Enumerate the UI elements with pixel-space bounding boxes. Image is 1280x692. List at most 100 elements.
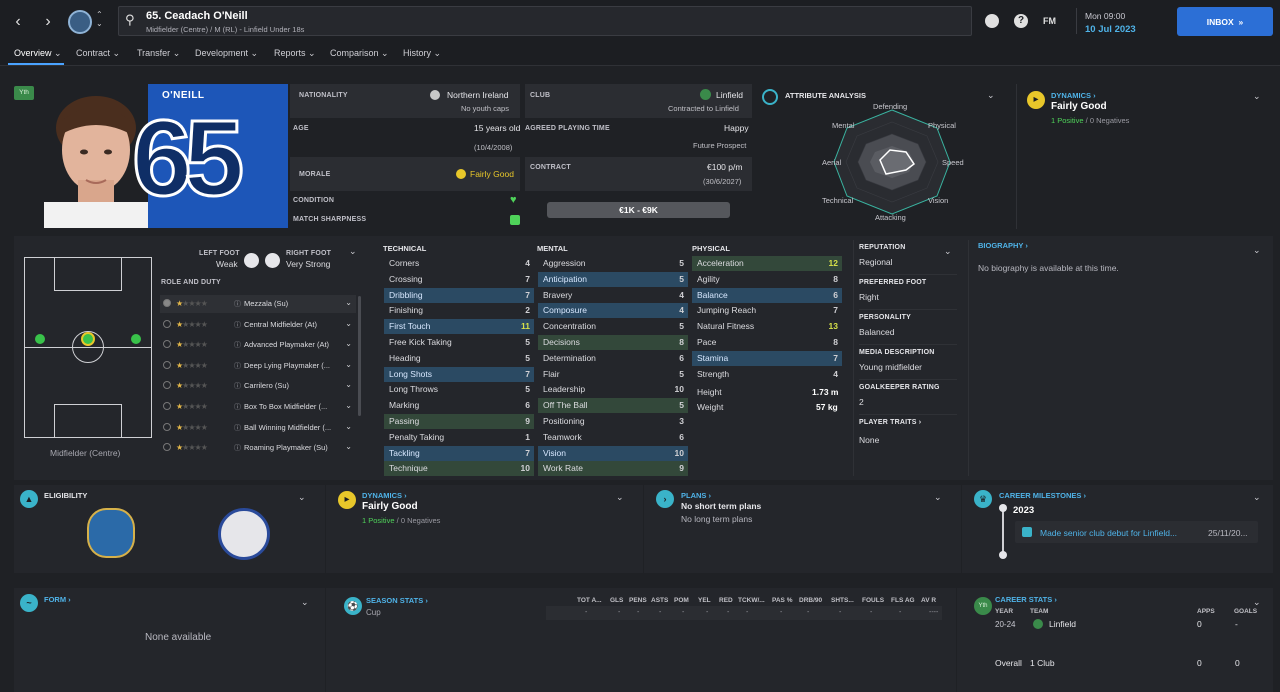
attribute-row[interactable]: Aggression 5 [538,256,688,271]
chevron-down-icon[interactable]: ⌄ [345,380,352,390]
role-radio[interactable] [163,360,171,369]
attribute-row[interactable]: Free Kick Taking 5 [384,335,534,350]
world-icon[interactable] [985,14,999,28]
career-stats-link[interactable]: CAREER STATS › [995,595,1057,604]
role-row[interactable]: ★★★★★ ⓘ Carrilero (Su) ⌄ [160,377,356,395]
attribute-row[interactable]: Anticipation 5 [538,271,688,287]
info-icon[interactable]: ⓘ [234,404,241,411]
attribute-row[interactable]: Heading 5 [384,351,534,366]
chevron-down-icon[interactable]: ⌄ [934,492,942,502]
attribute-row[interactable]: Penalty Taking 1 [384,430,534,445]
info-icon[interactable]: ⓘ [234,424,241,432]
season-stats-col[interactable]: PENS [629,597,647,604]
role-radio[interactable] [163,319,171,328]
club-crest-icon[interactable] [68,10,92,34]
chevron-down-icon[interactable]: ⌄ [345,318,352,328]
attribute-row[interactable]: Agility 8 [692,272,842,287]
attribute-row[interactable]: Stamina 7 [692,350,842,366]
attribute-row[interactable]: Work Rate 9 [538,461,688,477]
attribute-row[interactable]: Flair 5 [538,367,688,382]
info-icon[interactable]: ⓘ [234,321,241,329]
role-row[interactable]: ★★★★★ ⓘ Advanced Playmaker (At) ⌄ [160,336,356,354]
role-row[interactable]: ★★★★★ ⓘ Mezzala (Su) ⌄ [160,295,356,313]
attribute-row[interactable]: First Touch 11 [384,319,534,335]
season-stats-col[interactable]: PAS % [772,597,793,604]
attribute-row[interactable]: Long Throws 5 [384,382,534,397]
chevron-down-icon[interactable]: ⌄ [345,401,352,410]
season-stats-col[interactable]: TOT A... [577,597,602,604]
season-stats-col[interactable]: FLS AG [891,597,915,604]
season-stats-col[interactable]: FOULS [862,597,885,604]
chevron-down-icon[interactable]: ⌄ [1253,492,1261,502]
role-radio[interactable] [163,402,171,410]
attribute-row[interactable]: Acceleration 12 [692,256,842,271]
chevron-down-icon[interactable]: ⌄ [345,359,352,369]
attribute-row[interactable]: Corners 4 [384,256,534,271]
role-row[interactable]: ★★★★★ ⓘ Central Midfielder (At) ⌄ [160,316,356,334]
help-icon[interactable]: ? [1014,14,1028,28]
attribute-row[interactable]: Composure 4 [538,303,688,319]
attribute-row[interactable]: Positioning 3 [538,414,688,429]
attribute-row[interactable]: Teamwork 6 [538,430,688,445]
attribute-row[interactable]: Balance 6 [692,287,842,303]
role-radio[interactable] [163,299,171,307]
attribute-row[interactable]: Tackling 7 [384,445,534,461]
career-team[interactable]: Linfield [1049,619,1076,629]
chevron-down-icon[interactable]: ⌄ [1253,91,1261,101]
linfield-crest[interactable] [87,508,135,558]
role-radio[interactable] [163,381,171,390]
attribute-row[interactable]: Vision 10 [538,445,688,461]
career-milestones-link[interactable]: CAREER MILESTONES › [999,491,1086,500]
fm-menu-button[interactable]: FM [1043,16,1056,26]
attribute-row[interactable]: Leadership 10 [538,382,688,397]
roles-scrollbar[interactable] [358,296,361,416]
info-icon[interactable]: ⓘ [234,301,241,308]
tab-development[interactable]: Development ⌄ [195,48,258,59]
attribute-row[interactable]: Marking 6 [384,398,534,413]
attribute-row[interactable]: Natural Fitness 13 [692,319,842,334]
chevron-down-icon[interactable]: ⌄ [616,492,624,502]
role-radio[interactable] [163,422,171,431]
role-row[interactable]: ★★★★★ ⓘ Deep Lying Playmaker (... ⌄ [160,357,356,375]
attribute-row[interactable]: Technique 10 [384,461,534,477]
chevron-down-icon[interactable]: ⌄ [345,339,352,349]
info-icon[interactable]: ⓘ [234,362,241,370]
season-stats-col[interactable]: GLS [610,597,624,604]
nationality-value[interactable]: Northern Ireland [447,90,509,100]
season-stats-col[interactable]: SHTS... [831,597,854,604]
chevron-down-icon[interactable]: ⌄ [1253,245,1261,255]
attribute-row[interactable]: Concentration 5 [538,319,688,334]
season-stats-col[interactable]: RED [719,597,733,604]
chevron-down-icon[interactable]: ⌄ [1253,597,1261,607]
chevron-down-icon[interactable]: ⌄ [345,298,352,307]
season-stats-col[interactable]: TCKW/... [738,597,765,604]
season-stats-col[interactable]: YEL [698,597,711,604]
position-dot-mc[interactable] [81,332,95,346]
value-range-bar[interactable]: €1K - €9K [547,202,730,218]
role-radio[interactable] [163,340,171,349]
attribute-row[interactable]: Crossing 7 [384,272,534,287]
tab-comparison[interactable]: Comparison ⌄ [330,48,389,59]
chevron-down-icon[interactable]: ⌄ [349,246,357,256]
season-stats-col[interactable]: POM [674,597,689,604]
attribute-row[interactable]: Dribbling 7 [384,287,534,303]
chevron-down-icon[interactable]: ⌄ [987,90,995,100]
info-icon[interactable]: ⓘ [234,445,241,453]
attribute-row[interactable]: Off The Ball 5 [538,398,688,414]
attribute-row[interactable]: Decisions 8 [538,335,688,350]
attribute-row[interactable]: Pace 8 [692,335,842,350]
chevron-down-icon[interactable]: ⌄ [345,421,352,431]
morale-value[interactable]: Fairly Good [470,169,514,179]
season-stats-col[interactable]: AV R [921,597,937,604]
chevron-down-icon[interactable]: ⌄ [345,442,352,452]
biography-link[interactable]: BIOGRAPHY › [978,241,1028,250]
info-icon[interactable]: ⓘ [234,342,241,350]
milestone-item[interactable] [1015,521,1258,543]
form-link[interactable]: FORM › [44,595,71,604]
attribute-row[interactable]: Bravery 4 [538,288,688,303]
club-switch-icon[interactable]: ⌃ ⌄ [96,10,103,28]
dynamics-link[interactable]: DYNAMICS › [1051,91,1096,100]
attribute-row[interactable]: Strength 4 [692,367,842,382]
club-value[interactable]: Linfield [716,90,743,100]
season-stats-row[interactable] [546,606,942,620]
